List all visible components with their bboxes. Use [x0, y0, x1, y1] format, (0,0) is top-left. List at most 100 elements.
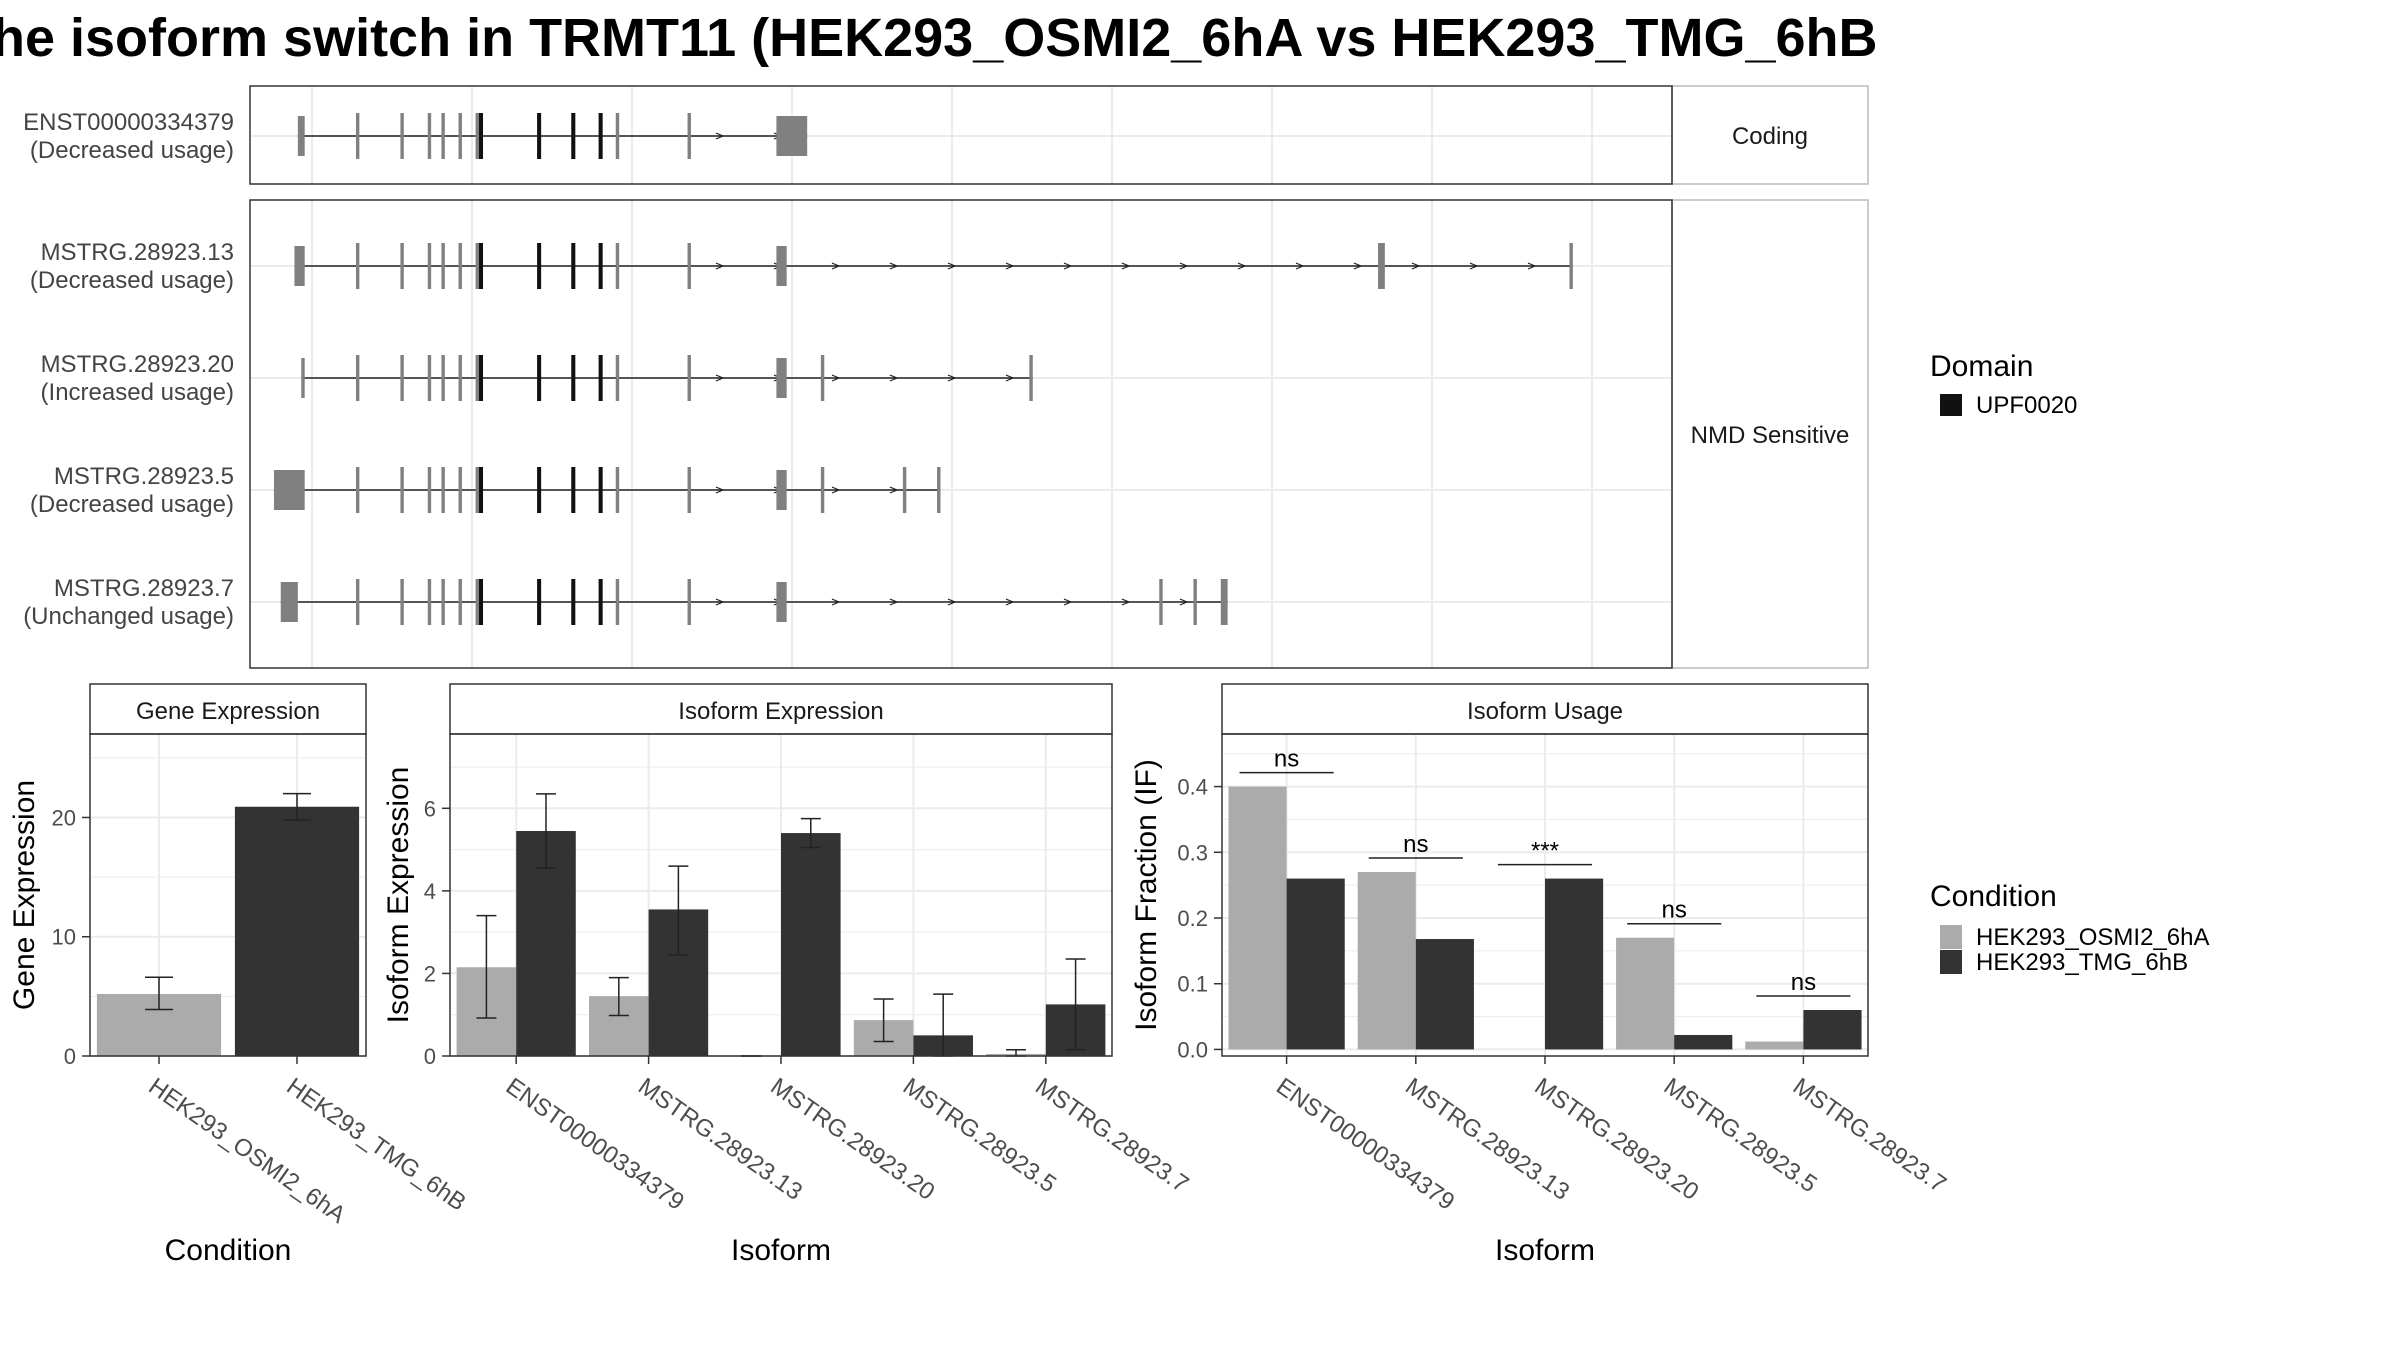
domain-segment	[571, 467, 576, 513]
strand-arrow	[1121, 598, 1131, 606]
bar	[1745, 1041, 1804, 1050]
strand-arrow	[947, 262, 957, 270]
exon	[441, 243, 445, 289]
structure-facet-label: NMD Sensitive	[1691, 422, 1850, 449]
strand-arrow	[1179, 262, 1189, 270]
isoform-usage-label: (Decreased usage)	[30, 491, 234, 518]
condition-legend-item-b: HEK293_TMG_6hB	[1976, 949, 2188, 976]
domain-legend-item: UPF0020	[1976, 392, 2077, 419]
y-axis-title: Gene Expression	[8, 780, 41, 1010]
exon	[400, 579, 404, 625]
x-axis-title: Condition	[165, 1234, 292, 1267]
exon	[776, 582, 787, 622]
significance-label: ns	[1403, 831, 1428, 858]
exon	[615, 467, 620, 513]
isoform-usage-label: (Decreased usage)	[30, 137, 234, 164]
y-tick-label: 0.1	[1177, 972, 1208, 997]
y-tick-label: 4	[424, 879, 436, 904]
panel-strip	[89, 683, 367, 735]
domain-segment	[598, 579, 603, 625]
domain-segment	[479, 467, 484, 513]
y-tick-label: 0.4	[1177, 775, 1208, 800]
exon	[355, 467, 360, 513]
exon	[458, 467, 462, 513]
panel-title: Isoform Expression	[678, 698, 883, 725]
exon	[1569, 243, 1573, 289]
exon	[776, 116, 808, 156]
strand-arrow	[947, 374, 957, 382]
exon	[441, 355, 445, 401]
domain-segment	[571, 355, 576, 401]
x-axis-title: Isoform	[731, 1234, 831, 1267]
condition-legend-item-a: HEK293_OSMI2_6hA	[1976, 924, 2209, 951]
bar	[1803, 1010, 1862, 1050]
exon	[458, 243, 462, 289]
isoform-usage-label: (Decreased usage)	[30, 267, 234, 294]
strand-arrow	[1063, 262, 1073, 270]
condition-legend-title: Condition	[1930, 880, 2057, 913]
exon	[355, 113, 360, 159]
bar	[781, 833, 841, 1056]
exon	[615, 355, 620, 401]
exon	[400, 355, 404, 401]
exon	[400, 243, 404, 289]
exon	[458, 579, 462, 625]
strand-arrow	[1295, 262, 1305, 270]
y-tick-label: 20	[52, 805, 76, 830]
exon	[1159, 579, 1163, 625]
exon	[294, 246, 305, 286]
domain-segment	[479, 113, 484, 159]
exon	[355, 243, 360, 289]
bar	[1286, 878, 1345, 1050]
strand-arrow	[831, 262, 841, 270]
panel-title: Isoform Usage	[1467, 698, 1623, 725]
domain-segment	[537, 243, 542, 289]
strand-arrow	[1121, 262, 1131, 270]
y-tick-label: 0.2	[1177, 906, 1208, 931]
domain-segment	[537, 579, 542, 625]
strand-arrow	[1237, 262, 1247, 270]
strand-arrow	[715, 598, 725, 606]
bar-panels: Gene Expression01020HEK293_OSMI2_6hAHEK2…	[8, 683, 1951, 1267]
domain-segment	[537, 355, 542, 401]
structure-facet-strip	[1671, 199, 1869, 669]
exon	[355, 579, 360, 625]
significance-label: ns	[1791, 969, 1816, 996]
strand-arrow	[889, 262, 899, 270]
strand-arrow	[1353, 262, 1363, 270]
domain-legend: Domain UPF0020	[1930, 350, 2077, 419]
isoform-name-label: MSTRG.28923.7	[54, 575, 234, 602]
exon	[615, 579, 620, 625]
strand-arrow	[831, 598, 841, 606]
isoform-name-label: ENST00000334379	[23, 109, 234, 136]
exon	[776, 470, 787, 510]
exon	[427, 355, 432, 401]
domain-segment	[537, 113, 542, 159]
exon	[1193, 579, 1197, 625]
exon	[615, 113, 620, 159]
y-tick-label: 10	[52, 925, 76, 950]
exon	[687, 243, 691, 289]
structure-facet-strip	[1671, 85, 1869, 185]
strand-arrow	[1411, 262, 1421, 270]
domain-segment	[479, 355, 484, 401]
exon	[427, 579, 432, 625]
exon	[427, 467, 432, 513]
isoform-usage-label: (Unchanged usage)	[23, 603, 234, 630]
panel-strip	[1221, 683, 1869, 735]
exon	[400, 467, 404, 513]
domain-legend-key	[1940, 394, 1962, 416]
significance-label: ***	[1531, 838, 1559, 865]
structure-facet-label: Coding	[1732, 123, 1808, 150]
structure-facet-border	[249, 85, 1673, 185]
domain-segment	[598, 243, 603, 289]
y-tick-label: 0	[64, 1044, 76, 1069]
domain-segment	[598, 113, 603, 159]
exon	[301, 358, 305, 398]
y-tick-label: 0.0	[1177, 1037, 1208, 1062]
x-axis-title: Isoform	[1495, 1234, 1595, 1267]
significance-label: ns	[1274, 746, 1299, 773]
bar	[1415, 939, 1474, 1050]
strand-arrow	[1469, 262, 1479, 270]
bar	[1228, 786, 1287, 1050]
